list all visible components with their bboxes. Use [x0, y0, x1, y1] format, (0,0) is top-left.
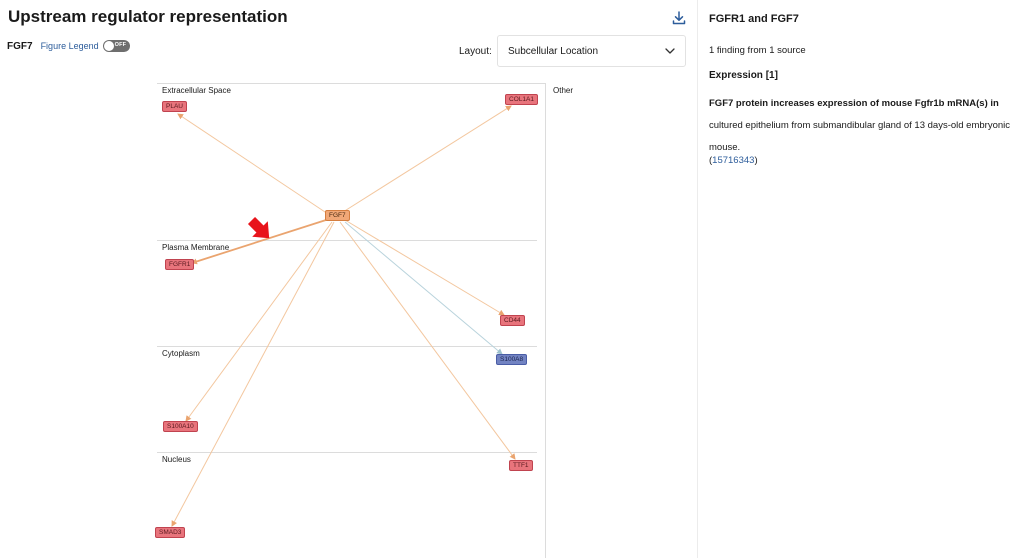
edge-fgf7-fgfr1[interactable]	[191, 219, 327, 265]
zone-divider-cytoplasm	[157, 346, 537, 347]
node-plau[interactable]: PLAU	[162, 101, 187, 112]
regulator-name: FGF7	[7, 40, 33, 52]
finding-count: 1 finding from 1 source	[709, 45, 806, 56]
chevron-down-icon	[665, 48, 675, 54]
panel-divider	[697, 0, 698, 558]
edge-fgf7-smad3[interactable]	[171, 221, 335, 527]
download-icon[interactable]	[671, 10, 687, 26]
layout-select-value: Subcellular Location	[508, 46, 599, 57]
zone-label-extracellular: Extracellular Space	[162, 86, 231, 95]
layout-select[interactable]: Subcellular Location	[497, 35, 686, 67]
relationship-title: FGFR1 and FGF7	[709, 13, 799, 25]
zone-label-plasma-membrane: Plasma Membrane	[162, 243, 230, 252]
zone-divider-nucleus	[157, 452, 537, 453]
toggle-knob	[103, 41, 114, 51]
edge-fgf7-s100a10[interactable]	[185, 221, 333, 422]
figure-legend-label[interactable]: Figure Legend	[40, 41, 99, 51]
reference-link[interactable]: 15716343	[712, 155, 755, 166]
node-fgf7[interactable]: FGF7	[325, 210, 350, 221]
zone-divider-plasma-membrane	[157, 240, 537, 241]
node-cd44[interactable]: CD44	[500, 315, 525, 326]
zone-divider-other	[545, 83, 546, 558]
edge-fgf7-cd44[interactable]	[344, 219, 505, 316]
finding-text: FGF7 protein increases expression of mou…	[709, 93, 1019, 159]
layout-label: Layout:	[459, 46, 492, 57]
toolbar: FGF7 Figure Legend OFF	[7, 40, 130, 52]
zone-top-border	[157, 83, 545, 84]
zone-label-cytoplasm: Cytoplasm	[162, 349, 200, 358]
finding-text-rest: cultured epithelium from submandibular g…	[709, 120, 1010, 153]
zone-label-other: Other	[553, 86, 574, 95]
figure-legend-toggle[interactable]: OFF	[102, 40, 130, 52]
toggle-state-label: OFF	[114, 42, 127, 48]
edges-layer	[171, 105, 516, 527]
node-smad3[interactable]: SMAD3	[155, 527, 186, 538]
reference-open-paren: (	[709, 155, 713, 166]
network-diagram[interactable]: Extracellular Space Plasma Membrane Cyto…	[0, 0, 697, 558]
edge-fgf7-s100a8[interactable]	[344, 221, 503, 355]
finding-text-bold: FGF7 protein increases expression of mou…	[709, 98, 999, 109]
red-arrow-pointer-icon	[247, 216, 270, 239]
edge-fgf7-plau[interactable]	[177, 113, 329, 215]
section-heading-expression: Expression [1]	[709, 70, 778, 81]
page-title: Upstream regulator representation	[8, 7, 288, 26]
node-s100a8[interactable]: S100A8	[496, 354, 528, 365]
reference: (15716343)	[709, 155, 758, 166]
zone-label-nucleus: Nucleus	[162, 455, 191, 464]
node-s100a10[interactable]: S100A10	[163, 421, 198, 432]
node-col1a1[interactable]: COL1A1	[505, 94, 538, 105]
node-ttf1[interactable]: TTF1	[509, 460, 533, 471]
edge-fgf7-col1a1[interactable]	[342, 105, 512, 213]
reference-close-paren: )	[754, 155, 758, 166]
node-fgfr1[interactable]: FGFR1	[165, 259, 195, 270]
edge-fgf7-ttf1[interactable]	[339, 221, 516, 460]
